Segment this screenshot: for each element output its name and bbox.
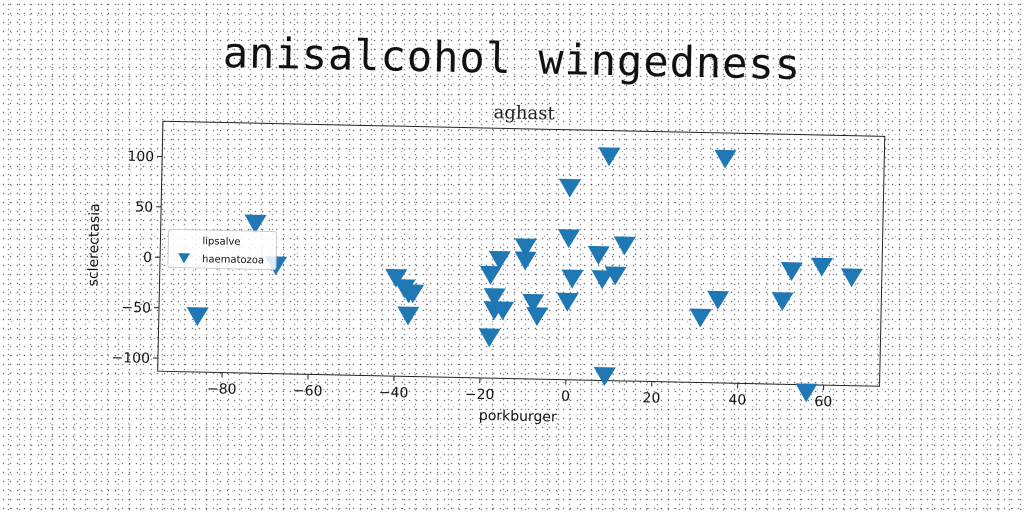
chart-container: aghast −80 −60 −40 −20 0 20 40 60 −100 −50 0 50 100…	[56, 84, 903, 452]
chart-title: aghast	[493, 102, 555, 124]
scatter-point	[186, 307, 209, 326]
scatter-point	[526, 307, 549, 327]
scatter-point	[514, 238, 537, 258]
scatter-point	[397, 306, 420, 326]
y-tick-label: −50	[121, 300, 151, 317]
scatter-point	[244, 214, 267, 234]
x-tick-label: −20	[465, 387, 495, 404]
x-tick-label: 60	[814, 394, 832, 410]
y-tick-label: 50	[135, 199, 153, 215]
x-tick-label: −40	[379, 385, 409, 402]
y-axis-ticks: −100 −50 0 50 100	[111, 149, 163, 367]
scatter-point	[771, 292, 794, 312]
legend: lipsalve haematozoa	[167, 228, 278, 271]
scatter-point	[613, 236, 636, 256]
scatter-point	[514, 251, 537, 271]
scatter-point	[604, 266, 627, 286]
y-tick-label: 0	[143, 250, 152, 266]
scatter-point	[556, 292, 579, 312]
scatter-point	[689, 308, 712, 328]
scatter-point	[714, 149, 737, 169]
data-points	[186, 147, 863, 403]
y-tick-label: 100	[127, 149, 154, 166]
scatter-point	[385, 268, 408, 288]
scatter-point	[492, 301, 515, 321]
scatter-point	[598, 147, 621, 167]
page-title: anisalcohol wingedness	[222, 27, 802, 90]
scatter-point	[780, 262, 803, 281]
scatter-point	[593, 367, 616, 386]
x-tick-label: 40	[728, 392, 746, 408]
legend-label-lipsalve: lipsalve	[202, 236, 240, 248]
scatter-chart: aghast −80 −60 −40 −20 0 20 40 60 −100 −50 0 50 100…	[85, 102, 886, 426]
scatter-point	[558, 229, 581, 249]
scatter-point	[561, 269, 584, 289]
scatter-point	[587, 245, 610, 265]
x-axis-ticks: −80 −60 −40 −20 0 20 40 60	[207, 372, 832, 410]
scatter-point	[795, 383, 818, 403]
y-tick-label: −100	[111, 350, 150, 367]
x-tick-label: −60	[293, 383, 323, 400]
scatter-point	[522, 293, 545, 313]
scatter-point	[559, 178, 582, 198]
scatter-point	[591, 270, 614, 290]
plot-area	[157, 120, 886, 387]
legend-box	[167, 228, 278, 271]
legend-label-haematozoa: haematozoa	[202, 254, 264, 266]
x-tick-label: −80	[207, 381, 237, 398]
scatter-point	[811, 257, 834, 277]
scatter-point	[479, 265, 502, 285]
x-axis-label: porkburger	[479, 408, 557, 426]
scatter-point	[707, 290, 730, 310]
scatter-point	[478, 328, 501, 348]
scatter-point	[840, 268, 863, 288]
scatter-point	[488, 250, 511, 270]
x-tick-label: 0	[561, 389, 570, 405]
scatter-point	[483, 288, 506, 308]
x-tick-label: 20	[642, 390, 660, 406]
y-axis-label: sclerectasia	[85, 203, 103, 286]
scatter-point	[402, 284, 425, 304]
legend-marker-haematozoa	[178, 253, 191, 264]
